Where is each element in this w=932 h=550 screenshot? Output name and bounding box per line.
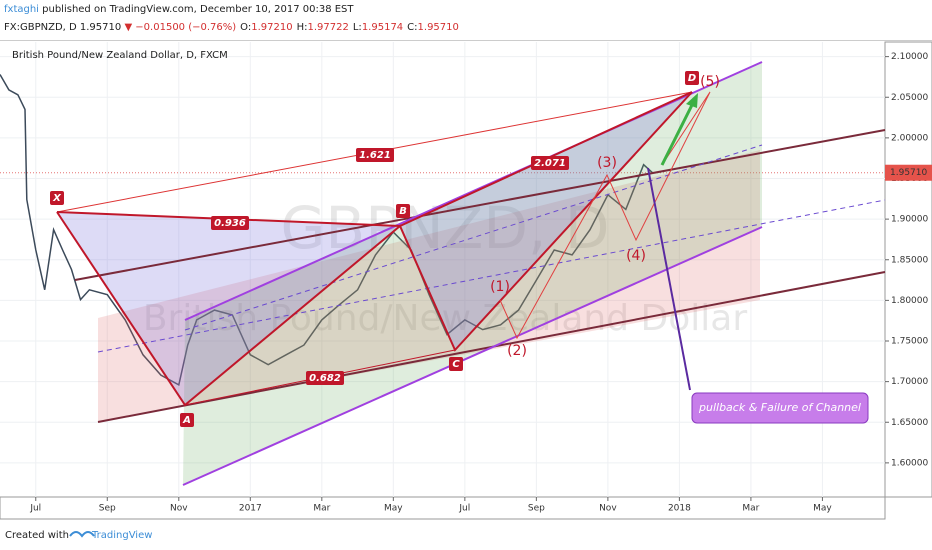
x-tick-label: Mar (313, 504, 330, 514)
ratio-label: 1.621 (359, 150, 391, 161)
plot-area: 1.60000 1.65000 1.70000 1.75000 1.80000 1.850… (0, 41, 932, 520)
ohlc-value: 1.95174 (362, 22, 403, 33)
x-tick-label: Nov (599, 504, 617, 514)
footer-bar (0, 523, 932, 550)
x-tick-label: Nov (170, 504, 188, 514)
symbol: FX:GBPNZD, D (4, 22, 77, 33)
wave-label: (5) (700, 74, 720, 90)
separator (0, 40, 932, 41)
annotations: X A B C D 0.936 0.682 1.621 2.071 (1) (2) (3) (4) (5)… (50, 71, 861, 427)
published: published on TradingView.com, December 1… (42, 4, 354, 15)
ratio-label: 0.936 (214, 218, 246, 229)
logo (69, 531, 95, 538)
price-line (0, 74, 654, 387)
ohlc-value: 1.95710 (418, 22, 459, 33)
wave-label: (3) (597, 155, 617, 171)
y-tick-label: 1.70000 (891, 377, 928, 387)
ohlc-value: 1.97722 (308, 22, 349, 33)
midline (97, 199, 886, 353)
callout-box (691, 392, 869, 424)
point-label-box (180, 413, 194, 427)
author[interactable]: fxtaghi (4, 4, 39, 15)
channel-line (74, 129, 886, 281)
point-label-box (396, 204, 410, 218)
point-label-box (50, 191, 64, 205)
x-tick-label: May (813, 504, 832, 514)
x-tick-label: 2018 (668, 504, 691, 514)
change: ▼ −0.01500 (−0.76%) (124, 22, 236, 33)
y-tick-label: 1.85000 (891, 255, 928, 265)
time-axis-panel (0, 496, 886, 520)
ohlc: O:1.97210 H:1.97722 L:1.95174 C:1.95710 (240, 22, 459, 33)
point-label: X (52, 193, 62, 204)
x-tick-label: Jul (458, 504, 470, 514)
last-price-tag (885, 164, 932, 181)
point-label: C (452, 359, 460, 370)
y-tick-label: 2.05000 (891, 93, 928, 103)
callout-text: pullback & Failure of Channel (698, 401, 861, 414)
purple-arrow (647, 167, 691, 391)
green-arrow (660, 102, 695, 166)
ratio-box (306, 371, 344, 385)
y-tick-label: 2.00000 (891, 133, 928, 143)
ratio-box (356, 148, 394, 162)
point-label-box (685, 71, 699, 85)
footer-brand[interactable]: TradingView (91, 530, 152, 541)
ohlc-label: L: (353, 22, 362, 33)
price: 1.95710 (80, 22, 121, 33)
wave-label: (1) (490, 279, 510, 295)
point-label: D (688, 73, 696, 84)
y-tick-label: 1.75000 (891, 337, 928, 347)
wave-label: (2) (507, 343, 527, 359)
header-line-1: fxtaghi published on TradingView.com, De… (4, 4, 354, 15)
price-axis-panel (884, 41, 932, 498)
x-tick-label: 2017 (239, 504, 262, 514)
wave-label: (4) (626, 248, 646, 264)
x-tick-label: May (384, 504, 403, 514)
channel-fill (98, 150, 760, 422)
point-label: B (399, 206, 407, 217)
pattern-fill (57, 212, 400, 405)
ohlc-label: H: (297, 22, 308, 33)
ratio-label: 0.682 (309, 373, 341, 384)
y-tick-label: 1.65000 (891, 418, 928, 428)
pattern-fill (400, 92, 692, 350)
last-price-label: 1.95710 (890, 168, 927, 178)
channel-line (182, 226, 763, 486)
x-tick-label: Sep (99, 504, 116, 514)
wave-line (499, 91, 711, 340)
ohlc-label: C: (407, 22, 417, 33)
x-tick-label: Mar (742, 504, 759, 514)
ohlc-value: 1.97210 (251, 22, 292, 33)
x-tick-label: Sep (528, 504, 545, 514)
ratio-label: 2.071 (534, 158, 566, 169)
y-tick-label: 1.80000 (891, 296, 928, 306)
y-tick-label: 1.90000 (891, 215, 928, 225)
ohlc-label: O: (240, 22, 251, 33)
header-line-2: FX:GBPNZD, D 1.95710 ▼ −0.01500 (−0.76%)… (4, 22, 459, 33)
y-tick-label: 1.60000 (891, 458, 928, 468)
midline (184, 144, 763, 331)
x-tick-label: Jul (29, 504, 41, 514)
ratio-box (211, 216, 249, 230)
chart-title: British Pound/New Zealand Dollar, D, FXC… (12, 50, 228, 61)
y-tick-label: 2.10000 (891, 52, 928, 62)
ratio-box (531, 156, 569, 170)
point-label-box (449, 357, 463, 371)
green-arrowhead (686, 93, 698, 108)
watermark: British Pound/New Zealand Dollar (143, 298, 748, 339)
footer-created: Created with (5, 530, 69, 541)
point-label: A (182, 415, 191, 426)
